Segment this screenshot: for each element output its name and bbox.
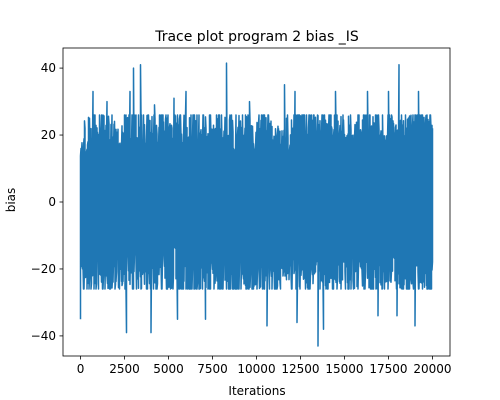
chart-title: Trace plot program 2 bias _IS: [154, 29, 359, 45]
x-tick-label: 2500: [109, 362, 140, 376]
x-axis-label: Iterations: [228, 384, 285, 398]
x-tick-label: 15000: [325, 362, 363, 376]
x-tick-label: 12500: [281, 362, 319, 376]
x-tick-label: 20000: [413, 362, 451, 376]
x-tick-label: 0: [77, 362, 85, 376]
y-tick-label: −40: [31, 329, 56, 343]
x-tick-label: 5000: [153, 362, 184, 376]
y-tick-label: 20: [41, 128, 56, 142]
x-tick-label: 17500: [369, 362, 407, 376]
plot-area: [79, 62, 434, 347]
y-tick-label: 0: [48, 195, 56, 209]
axes: 0 2500 5000 7500 10000 12500 15000 17500 20000 −4…: [31, 47, 452, 376]
y-tick-label: 40: [41, 61, 56, 75]
y-tick-label: −20: [31, 262, 56, 276]
series-line: [79, 62, 434, 347]
x-tick-label: 10000: [237, 362, 275, 376]
y-axis-label: bias: [4, 188, 18, 213]
x-tick-label: 7500: [197, 362, 228, 376]
